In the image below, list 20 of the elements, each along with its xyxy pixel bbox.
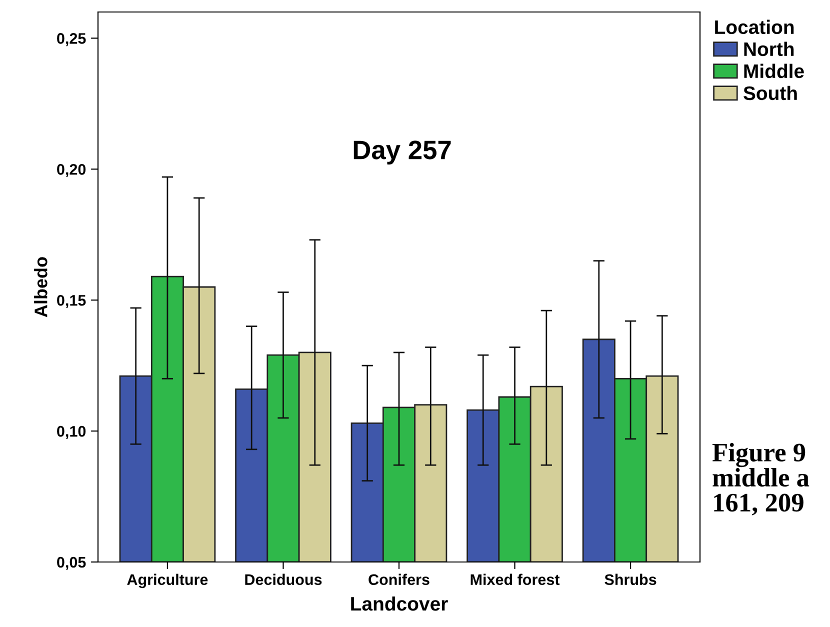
- y-tick-label: 0,15: [57, 294, 86, 308]
- x-tick-label: Conifers: [368, 574, 430, 586]
- x-axis-title: Landcover: [351, 596, 448, 611]
- caption: Figure 9: [712, 442, 806, 468]
- x-tick-label: Agriculture: [127, 574, 208, 588]
- text: 161, 209: [714, 494, 804, 516]
- legend-title: Location: [715, 20, 794, 34]
- legend-label: North: [744, 42, 794, 56]
- y-tick-label: 0,05: [57, 556, 86, 570]
- text: Day 257: [354, 140, 451, 165]
- text: middle a: [712, 468, 810, 487]
- legend-label: Middle: [744, 64, 804, 78]
- x-tick-label: Shrubs: [604, 574, 656, 586]
- y-tick-label: 0,25: [57, 33, 86, 46]
- y-tick-label: 0,10: [57, 426, 86, 439]
- x-tick-label: Mixed forest: [470, 574, 560, 586]
- x-tick-label: Deciduous: [245, 574, 322, 586]
- legend-label: South: [744, 86, 797, 100]
- y-tick-label: 0,20: [57, 164, 86, 178]
- y-axis-title: Albedo: [34, 257, 48, 318]
